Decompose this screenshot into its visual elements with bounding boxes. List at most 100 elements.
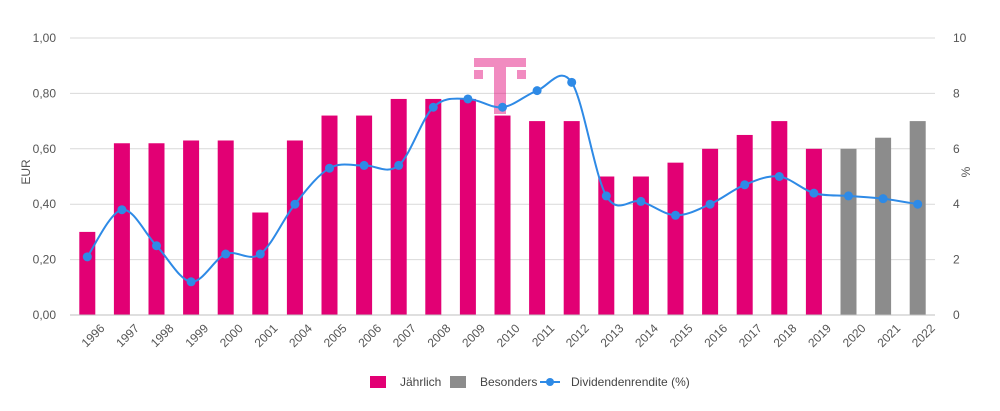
y-right-tick-label: 0 (953, 308, 960, 322)
bar-2008[interactable] (425, 98, 442, 315)
legend-label-special: Besonders (480, 375, 537, 389)
yield-point-2004[interactable] (290, 199, 300, 209)
bar-2022[interactable] (909, 121, 926, 315)
bar-1997[interactable] (113, 143, 130, 315)
yield-point-2017[interactable] (740, 180, 750, 190)
yield-point-2015[interactable] (671, 210, 680, 220)
x-tick-label: 2014 (632, 321, 661, 350)
yield-point-2013[interactable] (601, 191, 611, 201)
x-tick-label: 2016 (701, 321, 730, 350)
y-left-tick-label: 0,80 (33, 86, 57, 100)
x-tick-label: 2015 (667, 321, 696, 350)
yield-point-2000[interactable] (221, 249, 231, 259)
yield-point-2018[interactable] (774, 172, 784, 181)
legend-item-yield[interactable]: Dividendenrendite (%) (540, 375, 690, 389)
x-tick-label: 1997 (113, 321, 142, 350)
bar-2011[interactable] (529, 121, 546, 315)
yield-point-2007[interactable] (394, 160, 404, 170)
yield-point-2005[interactable] (325, 163, 334, 173)
bar-2020[interactable] (840, 148, 857, 315)
yield-point-2010[interactable] (498, 102, 507, 112)
bar-1999[interactable] (183, 140, 200, 315)
bar-2019[interactable] (805, 148, 822, 315)
x-tick-label: 2010 (494, 321, 523, 350)
legend: Jährlich Besonders Dividendenrendite (%) (370, 375, 690, 389)
y-left-tick-label: 0,40 (33, 197, 57, 211)
bar-2016[interactable] (702, 148, 719, 315)
bar-2005[interactable] (321, 115, 338, 315)
y-left-tick-label: 0,20 (33, 253, 57, 267)
bar-2007[interactable] (390, 98, 407, 315)
yield-point-1998[interactable] (152, 241, 161, 251)
legend-label-yield: Dividendenrendite (%) (571, 375, 690, 389)
yield-point-2021[interactable] (878, 194, 888, 204)
x-tick-label: 2005 (321, 321, 350, 350)
telekom-logo (474, 58, 526, 114)
x-tick-label: 2001 (252, 321, 281, 350)
yield-point-1997[interactable] (117, 205, 127, 215)
yield-point-1996[interactable] (82, 252, 92, 262)
x-tick-label: 2004 (286, 321, 315, 350)
x-tick-label: 2021 (874, 321, 903, 350)
x-tick-label: 2011 (529, 321, 557, 349)
x-tick-label: 2009 (459, 321, 488, 350)
y-right-tick-label: 2 (953, 253, 960, 267)
bar-2014[interactable] (632, 176, 649, 316)
x-tick-label: 1996 (79, 321, 108, 350)
yield-point-2019[interactable] (809, 188, 819, 198)
bar-2000[interactable] (217, 140, 234, 315)
bar-2001[interactable] (252, 212, 269, 315)
bar-2010[interactable] (494, 115, 511, 315)
yield-point-2020[interactable] (844, 191, 853, 201)
bar-2017[interactable] (736, 134, 753, 315)
bars (79, 98, 926, 316)
yield-point-2001[interactable] (255, 249, 265, 259)
bar-2009[interactable] (459, 98, 476, 315)
x-tick-label: 2018 (771, 321, 800, 350)
yield-point-1999[interactable] (186, 277, 196, 287)
bar-2021[interactable] (875, 137, 892, 315)
legend-label-annual: Jährlich (400, 375, 441, 389)
bar-1996[interactable] (79, 231, 96, 315)
x-tick-label: 2022 (909, 321, 938, 350)
bar-2018[interactable] (771, 121, 788, 315)
yield-point-2022[interactable] (913, 199, 923, 209)
x-tick-label: 2013 (598, 321, 627, 350)
x-tick-label: 2017 (736, 321, 765, 350)
legend-swatch-yield-dot (546, 378, 554, 386)
bar-2012[interactable] (563, 121, 580, 315)
x-tick-label: 2020 (840, 321, 869, 350)
x-tick-label: 2008 (425, 321, 454, 350)
legend-item-annual[interactable]: Jährlich (370, 375, 441, 389)
y-left-tick-label: 1,00 (33, 31, 57, 45)
yield-point-2014[interactable] (636, 196, 646, 206)
y-right-tick-label: 10 (953, 31, 967, 45)
yield-point-2006[interactable] (359, 160, 369, 170)
x-tick-label: 1999 (182, 321, 211, 350)
y-axis-right: 0 2 4 6 8 10 (953, 31, 967, 322)
x-tick-label: 2019 (805, 321, 834, 350)
x-tick-label: 2007 (390, 321, 419, 350)
legend-swatch-special (450, 376, 466, 388)
bar-2015[interactable] (667, 162, 684, 315)
x-tick-label: 2006 (355, 321, 384, 350)
y-axis-right-title: % (959, 166, 973, 177)
bar-1998[interactable] (148, 143, 165, 315)
legend-item-special[interactable]: Besonders (450, 375, 537, 389)
x-tick-label: 2000 (217, 321, 246, 350)
bar-2013[interactable] (598, 176, 615, 316)
bar-2006[interactable] (356, 115, 373, 315)
yield-point-2011[interactable] (532, 86, 542, 96)
y-axis-left: 0,00 0,20 0,40 0,60 0,80 1,00 (33, 31, 57, 322)
x-tick-label: 1998 (148, 321, 177, 350)
bar-2004[interactable] (286, 140, 303, 315)
y-right-tick-label: 4 (953, 197, 960, 211)
yield-point-2009[interactable] (463, 94, 473, 104)
y-left-tick-label: 0,60 (33, 142, 57, 156)
yield-point-2008[interactable] (428, 102, 438, 112)
yield-point-2016[interactable] (705, 199, 715, 209)
x-tick-label: 2012 (563, 321, 592, 350)
yield-point-2012[interactable] (567, 77, 577, 87)
x-axis: 1996 1997 1998 1999 2000 2001 2004 2005 2006 2007… (70, 314, 938, 350)
